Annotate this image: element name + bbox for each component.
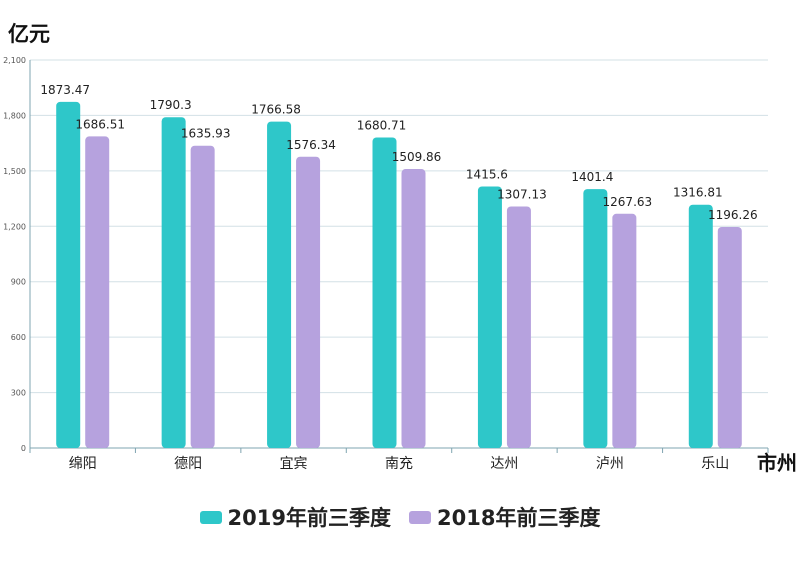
data-label-2018-7: 1196.26 [708, 208, 758, 222]
legend: 2019年前三季度 2018年前三季度 [0, 502, 800, 532]
legend-swatch-2019 [199, 510, 222, 524]
data-label-2019-3: 1766.58 [251, 103, 301, 117]
bar-2018-2 [190, 145, 215, 448]
bar-2018-3 [296, 156, 321, 448]
y-tick-label: 300 [11, 389, 26, 398]
data-label-2019-4: 1680.71 [357, 118, 407, 132]
y-tick-label: 1,200 [3, 222, 26, 231]
legend-label-2019: 2019年前三季度 [227, 506, 391, 530]
legend-label-2018: 2018年前三季度 [437, 506, 601, 530]
bar-2018-6 [612, 213, 637, 448]
y-tick-label: 600 [11, 333, 26, 342]
legend-item-2019[interactable]: 2019年前三季度 [199, 502, 391, 532]
data-label-2019-5: 1415.6 [466, 167, 508, 181]
data-label-2018-1: 1686.51 [75, 117, 125, 131]
data-label-2018-6: 1267.63 [603, 195, 653, 209]
y-tick-label: 2,100 [3, 56, 26, 65]
bar-2018-5 [506, 206, 531, 448]
data-label-2019-1: 1873.47 [40, 83, 90, 97]
bar-2018-7 [717, 226, 742, 448]
x-tick-label: 达州 [490, 456, 518, 472]
x-tick-label: 宜宾 [280, 456, 308, 472]
data-label-2018-4: 1509.86 [392, 150, 442, 164]
y-tick-label: 1,500 [3, 167, 26, 176]
data-label-2019-6: 1401.4 [571, 170, 613, 184]
bar-2019-1 [56, 101, 81, 448]
bar-2019-3 [267, 121, 292, 448]
y-tick-label: 900 [11, 278, 26, 287]
data-label-2018-2: 1635.93 [181, 127, 231, 141]
data-label-2018-5: 1307.13 [497, 187, 547, 201]
bar-2019-2 [161, 117, 186, 448]
bar-2019-6 [583, 189, 608, 449]
bar-2018-4 [401, 169, 426, 448]
x-tick-label: 乐山 [701, 456, 729, 472]
x-tick-label: 德阳 [174, 456, 202, 472]
x-tick-label: 绵阳 [69, 455, 97, 472]
bar-2019-4 [372, 137, 397, 449]
bar-2019-5 [477, 186, 502, 448]
legend-item-2018[interactable]: 2018年前三季度 [409, 502, 600, 532]
y-tick-label: 0 [21, 444, 26, 453]
legend-swatch-2018 [409, 510, 431, 524]
data-label-2019-7: 1316.81 [673, 186, 723, 200]
x-tick-label: 南充 [385, 456, 413, 472]
data-label-2019-2: 1790.3 [150, 98, 192, 112]
y-axis-title: 亿元 [8, 22, 50, 46]
data-label-2018-3: 1576.34 [286, 138, 336, 152]
x-tick-label: 泸州 [596, 456, 624, 472]
y-tick-label: 1,800 [3, 111, 26, 120]
bar-2018-1 [85, 136, 110, 448]
bar-2019-7 [688, 204, 713, 448]
x-axis-title: 市州 [757, 451, 797, 475]
